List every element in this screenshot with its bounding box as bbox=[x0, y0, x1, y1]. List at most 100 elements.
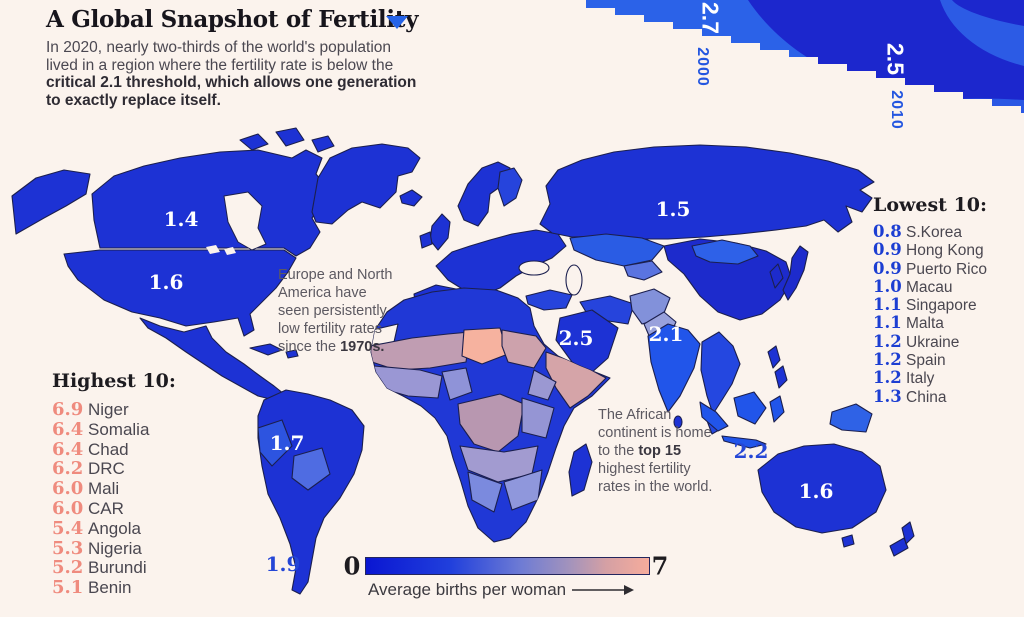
list-item: 5.3 Nigeria bbox=[52, 537, 176, 559]
subtitle-line: In 2020, nearly two-thirds of the world'… bbox=[46, 39, 392, 56]
country-name: Benin bbox=[88, 578, 132, 598]
fertility-timeline-decoration bbox=[586, 0, 1024, 113]
fertility-value: 5.4 bbox=[52, 517, 84, 539]
region-japan bbox=[782, 245, 809, 301]
fertility-value: 6.4 bbox=[52, 438, 84, 460]
region-madagascar bbox=[568, 443, 593, 497]
country-name: Singapore bbox=[906, 297, 977, 315]
list-item: 5.2 Burundi bbox=[52, 557, 176, 578]
region-sulawesi bbox=[769, 395, 785, 423]
fertility-value: 5.3 bbox=[52, 537, 84, 559]
map-label-argentina: 1.9 bbox=[265, 552, 301, 576]
region-australia bbox=[757, 443, 887, 534]
list-item: 1.2 Italy bbox=[873, 368, 987, 388]
map-label-canada: 1.4 bbox=[163, 207, 199, 231]
subtitle-line: critical 2.1 threshold, which allows one… bbox=[46, 74, 417, 91]
fertility-value: 1.0 bbox=[873, 276, 902, 296]
map-label-australia: 1.6 bbox=[798, 479, 834, 503]
region-greenland bbox=[311, 143, 421, 225]
lowest-10-list: 0.8 S.Korea 0.9 Hong Kong 0.9 Puerto Rico 1… bbox=[873, 222, 987, 406]
annotation-suffix: highest fertility rates in the world. bbox=[598, 461, 713, 495]
region-sumatra bbox=[699, 401, 729, 432]
list-item: 1.2 Ukraine bbox=[873, 332, 987, 351]
region-tasmania bbox=[841, 534, 855, 548]
region-peru bbox=[258, 419, 293, 467]
country-name: Niger bbox=[88, 400, 129, 419]
list-item: 0.9 Hong Kong bbox=[873, 240, 987, 260]
annotation-bold: top 15 bbox=[638, 443, 682, 459]
country-name: Macau bbox=[906, 278, 953, 296]
region-alaska bbox=[11, 169, 91, 235]
country-name: Malta bbox=[906, 315, 944, 333]
legend-min-value: 0 bbox=[343, 551, 361, 581]
region-kazakhstan bbox=[569, 233, 665, 267]
timeline-value-2010: 2.5 bbox=[882, 43, 909, 75]
list-item: 6.4 Chad bbox=[52, 438, 176, 460]
timeline-step-dark bbox=[748, 0, 1024, 113]
region-finland bbox=[497, 167, 523, 207]
list-item: 5.4 Angola bbox=[52, 517, 176, 539]
black-sea bbox=[518, 260, 550, 276]
region-canada bbox=[91, 149, 327, 257]
list-item: 6.0 Mali bbox=[52, 478, 176, 500]
legend-caption: Average births per woman bbox=[368, 580, 635, 600]
fertility-value: 6.4 bbox=[52, 418, 84, 440]
fertility-value: 6.2 bbox=[52, 458, 84, 480]
highest-10-list: 6.9 Niger 6.4 Somalia 6.4 Chad 6.2 DRC 6.0 Ma… bbox=[52, 399, 176, 599]
hudson-bay bbox=[223, 191, 267, 251]
country-name: Hong Kong bbox=[906, 242, 984, 260]
region-turkey bbox=[525, 289, 573, 311]
region-borneo bbox=[733, 391, 767, 425]
list-item: 1.0 Macau bbox=[873, 276, 987, 296]
country-name: Italy bbox=[906, 370, 935, 388]
subtitle-line: to exactly replace itself. bbox=[46, 91, 221, 109]
country-name: China bbox=[906, 388, 947, 406]
fertility-value: 0.9 bbox=[873, 258, 902, 278]
list-item: 0.8 S.Korea bbox=[873, 222, 987, 241]
country-name: Ukraine bbox=[906, 333, 960, 351]
country-name: Puerto Rico bbox=[906, 260, 987, 278]
country-name: Chad bbox=[88, 439, 129, 459]
region-sahel bbox=[371, 331, 471, 371]
annotation-bold: 1970s bbox=[340, 339, 381, 355]
region-philippines bbox=[767, 345, 788, 389]
fertility-value: 0.9 bbox=[873, 240, 902, 260]
list-item: 1.1 Singapore bbox=[873, 295, 987, 315]
fertility-value: 5.1 bbox=[52, 577, 84, 599]
page-title: A Global Snapshot of Fertility bbox=[46, 6, 419, 33]
fertility-value: 0.8 bbox=[873, 222, 902, 241]
chevron-down-icon bbox=[386, 16, 408, 29]
fertility-value: 1.2 bbox=[873, 368, 902, 388]
legend-label: Average births per woman bbox=[368, 580, 567, 599]
fertility-value: 6.0 bbox=[52, 497, 84, 519]
fertility-value: 6.9 bbox=[52, 399, 84, 420]
region-sri-lanka bbox=[673, 415, 683, 429]
region-drc bbox=[457, 393, 525, 453]
fertility-value: 1.1 bbox=[873, 295, 902, 315]
region-india bbox=[647, 323, 701, 413]
country-name: Burundi bbox=[88, 558, 147, 578]
timeline-year-2010: 2010 bbox=[888, 90, 905, 130]
fertility-value: 1.2 bbox=[873, 350, 902, 370]
caspian-sea bbox=[565, 264, 583, 296]
lowest-10-panel: Lowest 10: 0.8 S.Korea 0.9 Hong Kong 0.9 Pu… bbox=[873, 194, 987, 406]
country-name: Angola bbox=[88, 518, 141, 538]
highest-10-heading: Highest 10: bbox=[52, 370, 176, 392]
region-ireland bbox=[419, 231, 433, 249]
region-ethiopia bbox=[527, 369, 557, 401]
fertility-value: 1.3 bbox=[873, 386, 902, 406]
subtitle: In 2020, nearly two-thirds of the world'… bbox=[46, 39, 456, 109]
region-central-asia bbox=[623, 260, 663, 281]
region-uk bbox=[429, 213, 451, 251]
legend-max-value: 7 bbox=[651, 551, 669, 581]
fertility-value: 6.0 bbox=[52, 478, 84, 500]
country-name: Mali bbox=[88, 479, 120, 499]
timeline-year-2000: 2000 bbox=[694, 47, 711, 87]
africa-countries bbox=[371, 323, 607, 513]
map-label-middle-east: 2.5 bbox=[558, 326, 594, 350]
country-name: Spain bbox=[906, 352, 946, 370]
country-name: CAR bbox=[88, 498, 124, 518]
south-america-countries bbox=[258, 419, 331, 491]
